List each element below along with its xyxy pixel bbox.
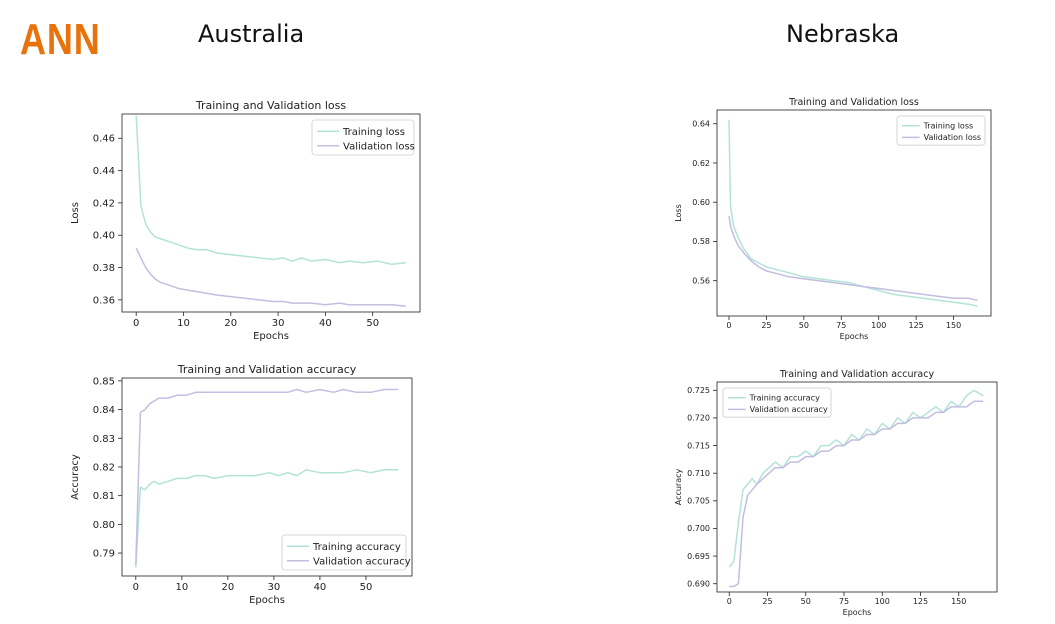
x-tick-label: 50 [799,321,809,330]
y-tick-label: 0.64 [692,120,710,129]
x-tick-label: 150 [946,321,961,330]
legend-label: Training accuracy [312,542,401,553]
y-axis-label: Loss [674,204,683,222]
plot-frame [716,109,992,317]
y-tick-label: 0.40 [93,231,115,242]
x-tick-label: 30 [272,318,285,329]
y-tick-label: 0.85 [93,376,115,387]
y-tick-label: 0.710 [687,469,710,478]
y-tick-label: 0.80 [93,520,115,531]
australia-accuracy-chart: Training and Validation accuracy 0 10 20 30 4… [70,363,413,606]
x-tick-label: 20 [222,582,235,593]
legend-label: Training accuracy [749,394,820,403]
plot-frame [121,377,413,577]
legend: Training accuracy Validation accuracy [281,534,411,571]
x-tick-label: 25 [761,321,771,330]
y-tick-label: 0.705 [687,497,710,506]
legend: Training loss Validation loss [311,119,415,156]
y-tick-label: 0.58 [692,237,710,246]
x-tick-label: 125 [908,321,923,330]
plot-frame [121,113,421,313]
y-axis-label: Accuracy [70,454,81,500]
nebraska-heading: Nebraska [786,20,900,48]
x-tick-label: 30 [268,582,281,593]
nebraska-loss-chart: Training and Validation loss 0 25 50 75 100 12… [674,97,992,341]
y-tick-label: 0.46 [93,134,115,145]
x-tick-label: 10 [177,318,190,329]
legend-box [722,387,832,418]
y-tick-label: 0.81 [93,491,115,502]
y-axis-label: Loss [70,202,81,224]
x-tick-label: 0 [133,318,139,329]
legend: Training accuracy Validation accuracy [722,387,832,418]
y-tick-label: 0.720 [687,414,710,423]
y-tick-label: 0.84 [93,405,115,416]
y-tick-label: 0.700 [687,524,710,533]
x-tick-label: 50 [801,597,811,606]
plot-frame [716,381,998,593]
x-tick-label: 40 [319,318,332,329]
legend-box [281,534,407,571]
y-tick-label: 0.42 [93,198,115,209]
nebraska-accuracy-chart: Training and Validation accuracy 0 25 50 75 1… [674,369,998,617]
chart-title: Training and Validation accuracy [177,363,357,376]
legend-label: Validation loss [924,133,982,142]
y-tick-label: 0.83 [93,434,115,445]
series-line-training-loss [135,115,406,266]
australia-loss-chart: Training and Validation loss 0 10 20 30 40 50 0… [70,99,421,342]
y-tick-label: 0.44 [93,166,115,177]
series-line-validation-loss [135,247,406,308]
chart-title: Training and Validation loss [195,99,346,112]
y-tick-label: 0.695 [687,552,710,561]
y-tick-label: 0.715 [687,441,710,450]
australia-heading: Australia [198,20,305,48]
ann-logo: ANN [20,15,101,64]
y-tick-label: 0.79 [93,549,115,560]
series-line-validation-loss [728,215,978,302]
x-axis-label: Epochs [249,595,285,606]
legend-label: Training loss [342,127,405,138]
series-line-training-accuracy [135,469,399,568]
legend-label: Validation loss [343,141,415,152]
series-line-validation-accuracy [729,400,984,588]
x-tick-label: 50 [360,582,373,593]
x-axis-label: Epochs [253,331,289,342]
x-tick-label: 150 [951,597,966,606]
y-axis-label: Accuracy [674,468,683,505]
x-tick-label: 0 [726,321,731,330]
x-tick-label: 25 [762,597,772,606]
y-tick-label: 0.82 [93,462,115,473]
x-tick-label: 50 [366,318,379,329]
y-tick-label: 0.36 [93,295,115,306]
x-tick-label: 0 [133,582,139,593]
x-tick-label: 0 [727,597,732,606]
x-axis-label: Epochs [840,332,869,341]
x-tick-label: 40 [314,582,327,593]
y-tick-label: 0.60 [692,198,710,207]
y-tick-label: 0.690 [687,580,710,589]
legend-label: Training loss [923,122,974,131]
x-tick-label: 75 [839,597,849,606]
legend-label: Validation accuracy [313,556,411,567]
y-tick-label: 0.56 [692,276,710,285]
y-tick-label: 0.62 [692,159,710,168]
x-tick-label: 20 [224,318,237,329]
chart-title: Training and Validation loss [788,97,919,108]
x-axis-label: Epochs [843,608,872,617]
legend-label: Validation accuracy [750,405,828,414]
y-tick-label: 0.38 [93,263,115,274]
x-tick-label: 100 [871,321,886,330]
x-tick-label: 100 [875,597,890,606]
x-tick-label: 125 [913,597,928,606]
legend: Training loss Validation loss [896,115,986,146]
series-line-training-loss [728,119,978,307]
x-tick-label: 10 [175,582,188,593]
chart-title: Training and Validation accuracy [779,369,935,380]
series-line-validation-accuracy [135,388,399,565]
y-tick-label: 0.725 [687,386,710,395]
x-tick-label: 75 [836,321,846,330]
